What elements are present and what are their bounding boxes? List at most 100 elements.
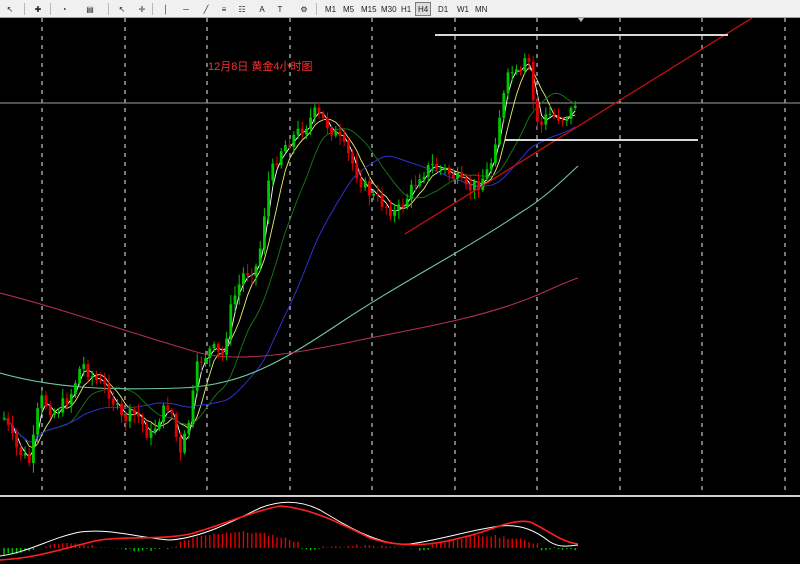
candle-body: [32, 434, 35, 463]
candle-body: [536, 100, 539, 122]
user-drawings[interactable]: [404, 18, 753, 235]
candle-body: [431, 163, 434, 165]
candle-body: [225, 338, 228, 355]
candle-body: [452, 174, 455, 179]
clock-icon[interactable]: ◔: [61, 4, 67, 14]
price-chart[interactable]: 12月8日 黄金4小时图: [0, 18, 800, 564]
candle-body: [263, 216, 266, 249]
candle-body: [573, 105, 577, 108]
candle-body: [376, 193, 380, 196]
candle-body: [422, 176, 426, 180]
horizontal-line-icon[interactable]: ─: [183, 4, 189, 14]
candle-body: [74, 383, 77, 395]
timeframe-m1-button[interactable]: M1: [325, 4, 337, 14]
channel-icon[interactable]: ≡: [221, 4, 227, 14]
candle-body: [456, 172, 459, 179]
candle-body: [334, 131, 338, 136]
candle-body: [342, 136, 346, 142]
candle-body: [153, 428, 157, 431]
timeframe-mn-button[interactable]: MN: [475, 4, 488, 14]
candle-body: [552, 113, 556, 116]
candle-body: [460, 172, 464, 179]
candle-body: [103, 380, 107, 385]
chart-background: [0, 18, 800, 564]
candle-body: [338, 131, 342, 137]
candle-body: [410, 184, 413, 199]
add-indicator-icon[interactable]: ✚: [34, 4, 42, 14]
candle-body: [233, 295, 237, 305]
trendline-icon[interactable]: ╱: [203, 4, 209, 14]
candle-body: [372, 193, 375, 196]
candle-body: [326, 118, 329, 129]
candle-body: [57, 412, 60, 414]
candle-body: [569, 107, 573, 119]
candle-body: [489, 163, 493, 170]
timeframe-m5-button[interactable]: M5: [343, 4, 355, 14]
candle-body: [317, 107, 321, 114]
candle-body: [510, 72, 514, 74]
timeframe-d1-button[interactable]: D1: [438, 4, 449, 14]
candle-body: [300, 128, 304, 135]
timeframe-w1-button[interactable]: W1: [457, 4, 469, 14]
toolbar: ↖ ✚ ◔ ▤ ↖ ✛ │ ─ ╱ ≡ ☷ A T ⚙ M1 M5 M15 M30 H1 H4 D1 W1 MN: [0, 0, 800, 18]
candle-body: [36, 408, 39, 435]
vertical-line-icon[interactable]: │: [163, 4, 169, 14]
candle-body: [384, 206, 388, 208]
candle-body: [506, 72, 510, 94]
candlesticks: [2, 53, 577, 473]
ma-60-line: [0, 165, 579, 390]
candle-body: [162, 405, 165, 422]
timeframe-m30-button[interactable]: M30: [381, 4, 397, 14]
text-icon[interactable]: A: [259, 4, 265, 14]
candle-body: [82, 364, 86, 369]
candle-body: [435, 163, 438, 170]
candle-body: [498, 117, 501, 145]
crosshair-icon[interactable]: ✛: [138, 4, 146, 14]
candle-body: [380, 195, 384, 207]
candle-body: [414, 184, 417, 186]
timeframe-m15-button[interactable]: M15: [361, 4, 377, 14]
candle-body: [99, 380, 102, 382]
candle-body: [116, 403, 119, 405]
toolbar-separator: [316, 3, 317, 15]
shapes-icon[interactable]: ⚙: [300, 4, 308, 14]
candle-body: [271, 163, 275, 181]
fibonacci-icon[interactable]: ☷: [238, 4, 246, 14]
candle-body: [111, 398, 115, 405]
candle-body: [183, 433, 186, 453]
candle-body: [246, 273, 249, 276]
signal-line: [0, 505, 579, 561]
candle-body: [531, 61, 535, 101]
timeframe-h1-button[interactable]: H1: [401, 4, 412, 14]
label-icon[interactable]: T: [277, 4, 283, 14]
candle-body: [557, 115, 560, 121]
candle-body: [351, 153, 354, 164]
candle-body: [296, 128, 300, 135]
candle-body: [107, 384, 111, 399]
candle-body: [90, 376, 94, 378]
cursor-icon[interactable]: ↖: [118, 4, 126, 14]
candle-body: [477, 181, 480, 191]
candle-body: [515, 69, 518, 73]
candle-body: [141, 416, 144, 425]
candle-body: [502, 93, 506, 118]
candle-body: [23, 453, 27, 456]
candle-body: [443, 167, 447, 169]
candle-body: [473, 181, 476, 191]
candle-body: [216, 344, 220, 352]
candle-body: [439, 168, 443, 170]
candle-body: [523, 58, 527, 72]
candle-body: [166, 405, 170, 411]
candle-body: [19, 447, 23, 456]
ma-120-line: [0, 277, 579, 358]
candle-body: [330, 128, 333, 136]
candle-body: [221, 351, 224, 355]
new-chart-icon[interactable]: ↖: [6, 4, 14, 14]
candle-body: [565, 118, 569, 121]
templates-icon[interactable]: ▤: [86, 4, 94, 14]
candle-body: [204, 357, 207, 363]
candle-body: [258, 248, 262, 267]
timeframe-h4-button[interactable]: H4: [415, 2, 432, 16]
candle-body: [6, 417, 10, 425]
candle-body: [275, 163, 279, 166]
